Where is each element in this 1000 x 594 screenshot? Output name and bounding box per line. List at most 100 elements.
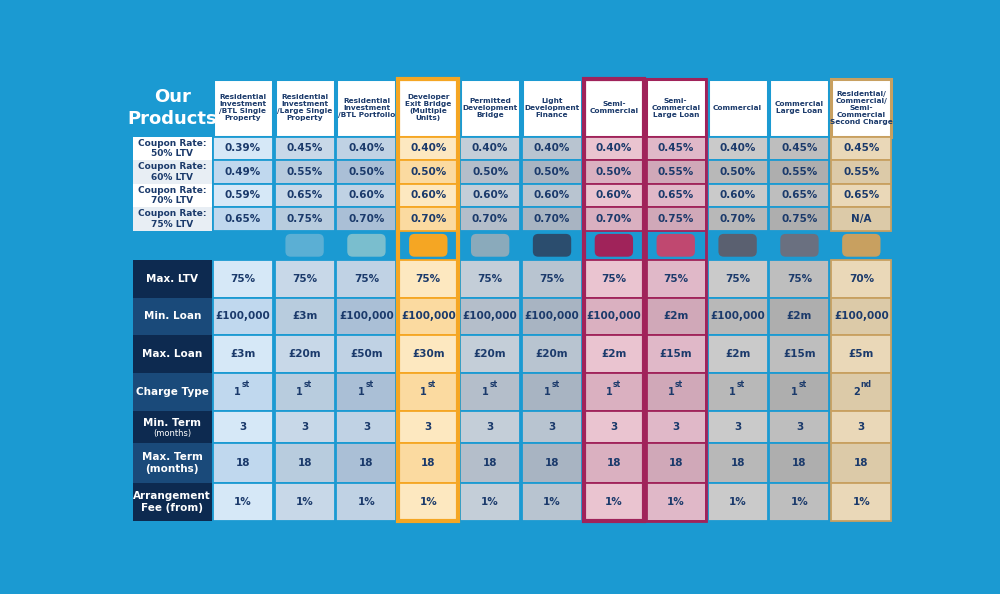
Text: £3m: £3m	[230, 349, 255, 359]
Text: £30m: £30m	[412, 349, 445, 359]
Bar	[275, 160, 335, 184]
Bar	[831, 207, 891, 230]
Bar	[213, 207, 273, 230]
Text: 0.45%: 0.45%	[781, 144, 818, 153]
Bar	[769, 410, 829, 443]
Bar	[275, 443, 335, 484]
Bar	[275, 79, 335, 137]
Text: 3: 3	[301, 422, 308, 432]
Bar	[133, 137, 212, 160]
Bar	[708, 335, 768, 373]
Text: 18: 18	[297, 458, 312, 468]
Text: 1%: 1%	[543, 497, 561, 507]
Bar	[336, 373, 396, 410]
Bar	[584, 335, 644, 373]
Bar	[460, 184, 520, 207]
Bar	[646, 298, 706, 335]
Text: 0.75%: 0.75%	[286, 214, 323, 224]
Text: 0.70%: 0.70%	[410, 214, 446, 224]
Text: 0.60%: 0.60%	[472, 191, 508, 200]
Bar	[275, 137, 335, 160]
Text: Light
Development
Finance: Light Development Finance	[524, 98, 580, 118]
Text: 1%: 1%	[358, 497, 375, 507]
Bar	[522, 260, 582, 298]
Text: 3: 3	[239, 422, 246, 432]
Bar	[522, 410, 582, 443]
Bar	[831, 373, 891, 410]
Text: 1%: 1%	[667, 497, 685, 507]
Text: 0.55%: 0.55%	[658, 167, 694, 177]
Bar	[708, 260, 768, 298]
Text: 0.40%: 0.40%	[410, 144, 446, 153]
Bar	[336, 79, 396, 137]
Bar	[646, 184, 706, 207]
Bar	[831, 79, 891, 137]
Text: Our
Products: Our Products	[127, 88, 217, 128]
Text: st: st	[304, 381, 312, 390]
Bar	[522, 207, 582, 230]
Text: 0.50%: 0.50%	[348, 167, 385, 177]
Bar	[584, 410, 644, 443]
Text: st: st	[613, 381, 621, 390]
Bar	[336, 137, 396, 160]
Text: 0.70%: 0.70%	[348, 214, 385, 224]
Text: £2m: £2m	[601, 349, 627, 359]
Bar	[708, 137, 768, 160]
Text: 0.65%: 0.65%	[286, 191, 323, 200]
Bar	[460, 79, 520, 137]
Text: 3: 3	[672, 422, 679, 432]
Bar	[646, 79, 706, 137]
Text: Charge Type: Charge Type	[136, 387, 209, 397]
Bar	[398, 335, 458, 373]
Text: £15m: £15m	[659, 349, 692, 359]
Text: 18: 18	[730, 458, 745, 468]
Text: 0.50%: 0.50%	[719, 167, 756, 177]
Text: 0.50%: 0.50%	[472, 167, 508, 177]
Text: Coupon Rate:
50% LTV: Coupon Rate: 50% LTV	[138, 139, 207, 158]
Bar	[769, 298, 829, 335]
Bar	[275, 484, 335, 521]
Bar	[133, 184, 212, 207]
Text: 1: 1	[729, 387, 736, 397]
Text: 3: 3	[487, 422, 494, 432]
Bar	[584, 484, 644, 521]
Text: £20m: £20m	[474, 349, 506, 359]
Text: £100,000: £100,000	[463, 311, 518, 321]
Bar	[708, 184, 768, 207]
FancyBboxPatch shape	[595, 234, 633, 257]
Bar	[769, 443, 829, 484]
Text: £2m: £2m	[725, 349, 750, 359]
Bar	[460, 373, 520, 410]
Text: 3: 3	[610, 422, 618, 432]
Text: st: st	[428, 381, 436, 390]
Bar	[336, 160, 396, 184]
Text: 0.65%: 0.65%	[843, 191, 879, 200]
Text: £100,000: £100,000	[587, 311, 641, 321]
Text: 0.65%: 0.65%	[225, 214, 261, 224]
Text: £3m: £3m	[292, 311, 317, 321]
Bar	[398, 137, 458, 160]
Bar	[769, 207, 829, 230]
Text: Max. Loan: Max. Loan	[142, 349, 202, 359]
FancyBboxPatch shape	[780, 234, 819, 257]
Bar	[708, 160, 768, 184]
Bar	[646, 443, 706, 484]
Bar	[708, 410, 768, 443]
Bar	[584, 260, 644, 298]
Text: Max. Term
(months): Max. Term (months)	[142, 453, 203, 474]
Text: 0.55%: 0.55%	[286, 167, 323, 177]
Text: 0.39%: 0.39%	[225, 144, 261, 153]
Bar	[398, 373, 458, 410]
Bar	[584, 298, 644, 335]
Bar	[336, 184, 396, 207]
Text: Min. Term: Min. Term	[143, 418, 201, 428]
Bar	[133, 335, 212, 373]
Text: 18: 18	[359, 458, 374, 468]
Text: 75%: 75%	[292, 274, 317, 284]
Bar	[460, 443, 520, 484]
Text: 2: 2	[853, 387, 860, 397]
Bar	[336, 335, 396, 373]
Text: 18: 18	[483, 458, 497, 468]
Text: £20m: £20m	[288, 349, 321, 359]
FancyBboxPatch shape	[718, 234, 757, 257]
